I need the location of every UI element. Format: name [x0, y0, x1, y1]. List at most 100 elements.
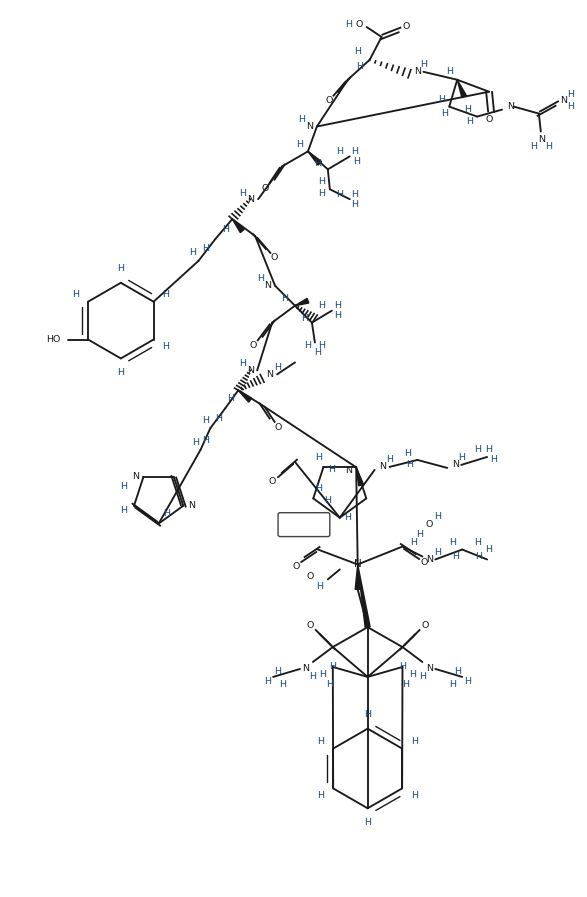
- Text: N: N: [345, 466, 352, 475]
- Text: H: H: [73, 291, 79, 300]
- Polygon shape: [238, 390, 252, 402]
- Text: H: H: [222, 224, 229, 233]
- Text: H: H: [117, 265, 124, 274]
- Text: H: H: [318, 791, 325, 800]
- Text: H: H: [315, 484, 322, 493]
- Text: H: H: [474, 446, 481, 455]
- Text: H: H: [120, 483, 127, 492]
- Text: H: H: [434, 512, 441, 521]
- Text: H: H: [410, 538, 417, 547]
- Text: N: N: [560, 96, 567, 105]
- Text: H: H: [531, 142, 537, 151]
- Polygon shape: [357, 564, 370, 628]
- Text: H: H: [336, 189, 343, 199]
- Polygon shape: [355, 564, 360, 589]
- Text: H: H: [298, 115, 305, 124]
- Text: H: H: [239, 188, 246, 197]
- Text: H: H: [282, 294, 289, 303]
- Text: H: H: [336, 147, 343, 156]
- Text: O: O: [271, 254, 278, 263]
- Text: H: H: [296, 140, 303, 149]
- Text: H: H: [257, 274, 264, 283]
- Text: O: O: [421, 558, 428, 567]
- Text: N: N: [426, 555, 433, 564]
- Text: O: O: [356, 20, 363, 29]
- Text: H: H: [334, 311, 341, 320]
- Text: H: H: [162, 342, 169, 351]
- Text: H: H: [356, 62, 363, 72]
- Text: H: H: [318, 341, 325, 350]
- Text: H: H: [323, 496, 330, 505]
- Text: H: H: [328, 465, 335, 474]
- Text: H: H: [402, 681, 409, 690]
- Text: H: H: [409, 670, 416, 679]
- Text: O: O: [325, 96, 332, 105]
- Text: H: H: [120, 506, 127, 515]
- Text: H: H: [345, 20, 352, 29]
- Text: N: N: [414, 67, 421, 76]
- Polygon shape: [295, 299, 309, 306]
- Text: H: H: [319, 670, 326, 679]
- Text: O: O: [249, 341, 257, 350]
- Text: H: H: [239, 359, 246, 368]
- Text: H: H: [545, 142, 552, 151]
- Text: N: N: [538, 135, 545, 144]
- Text: H: H: [474, 538, 481, 547]
- Text: N: N: [302, 665, 309, 674]
- Text: H: H: [318, 737, 325, 746]
- Text: O: O: [426, 520, 433, 529]
- Text: H: H: [117, 368, 124, 377]
- Polygon shape: [356, 467, 363, 486]
- Text: H: H: [458, 454, 465, 463]
- Text: H: H: [464, 677, 471, 686]
- Text: HO: HO: [46, 335, 60, 344]
- Text: H: H: [215, 414, 222, 422]
- Text: H: H: [420, 60, 427, 69]
- Text: H: H: [351, 147, 358, 156]
- Text: H: H: [464, 105, 471, 114]
- Text: O: O: [274, 422, 282, 431]
- Text: N: N: [354, 560, 362, 570]
- Text: N: N: [306, 122, 313, 131]
- Text: H: H: [163, 509, 170, 518]
- Text: H: H: [202, 245, 209, 254]
- Text: H: H: [315, 348, 322, 357]
- Text: H: H: [454, 667, 461, 676]
- Text: H: H: [279, 681, 286, 690]
- Text: H: H: [411, 791, 418, 800]
- Polygon shape: [308, 152, 322, 165]
- Text: H: H: [567, 102, 574, 111]
- Text: H: H: [305, 341, 312, 350]
- Text: H: H: [265, 677, 272, 686]
- Text: H: H: [438, 95, 445, 104]
- Text: H: H: [192, 438, 199, 447]
- Text: H: H: [275, 667, 282, 676]
- Text: H: H: [399, 663, 406, 672]
- Text: H: H: [318, 188, 325, 197]
- Text: H: H: [318, 177, 325, 186]
- Text: H: H: [189, 248, 196, 257]
- Text: H: H: [446, 67, 453, 76]
- Text: H: H: [452, 552, 458, 561]
- Text: N: N: [266, 370, 274, 379]
- Text: O: O: [421, 621, 429, 630]
- Text: N: N: [247, 366, 254, 375]
- Text: H: H: [162, 291, 169, 300]
- Polygon shape: [457, 80, 467, 98]
- Text: N: N: [132, 473, 139, 482]
- Text: H: H: [326, 681, 333, 690]
- Text: N: N: [426, 665, 433, 674]
- Text: H: H: [364, 710, 371, 719]
- Text: H: H: [419, 673, 426, 682]
- FancyBboxPatch shape: [278, 513, 330, 536]
- Text: O: O: [268, 477, 276, 486]
- Text: N: N: [508, 102, 514, 111]
- Text: H: H: [316, 582, 323, 591]
- Text: H: H: [344, 513, 351, 522]
- Text: H: H: [315, 159, 322, 168]
- Text: H: H: [404, 449, 411, 458]
- Text: H: H: [567, 91, 574, 100]
- Text: H: H: [354, 48, 361, 57]
- Text: N: N: [452, 460, 458, 469]
- Text: O: O: [403, 22, 410, 30]
